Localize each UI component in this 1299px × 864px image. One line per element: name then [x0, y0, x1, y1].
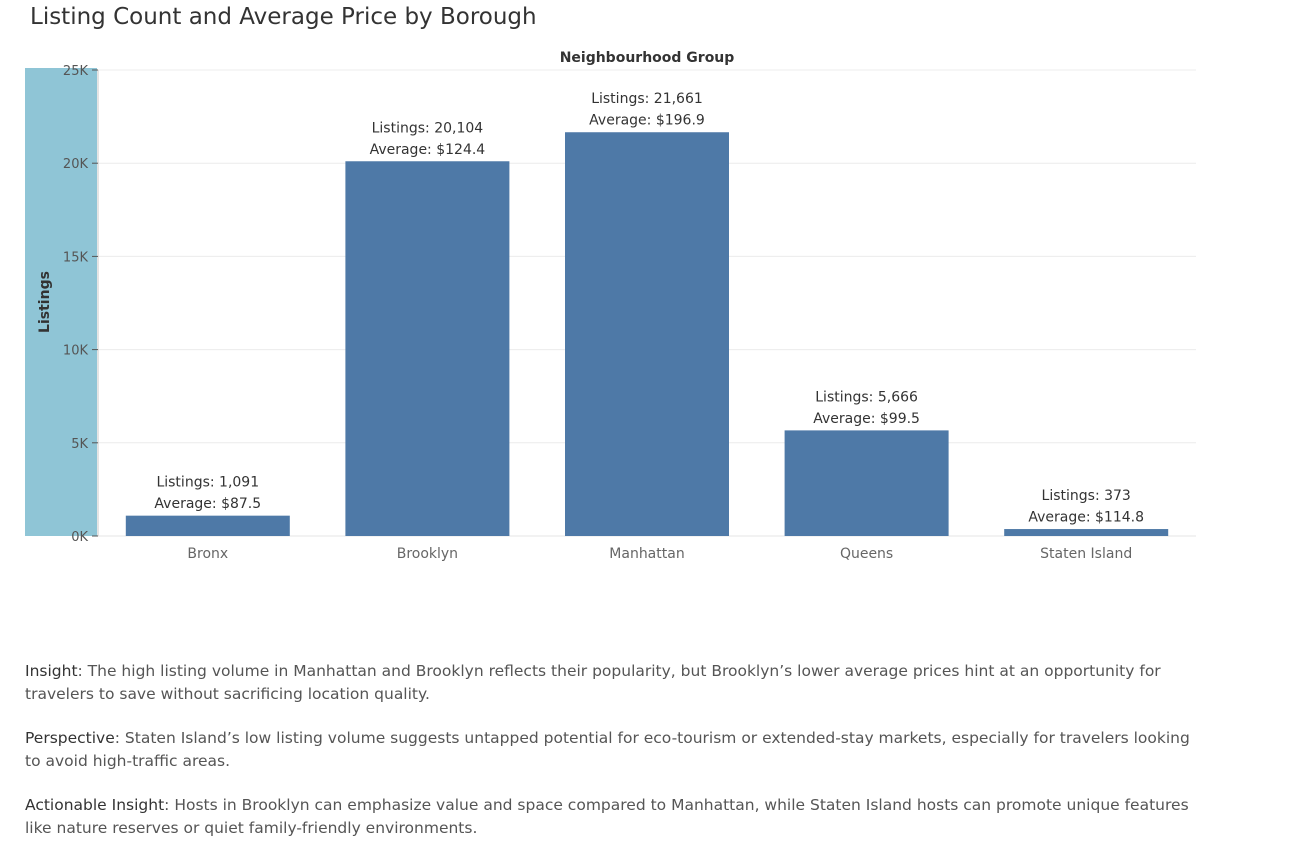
perspective-text: : Staten Island’s low listing volume sug…: [25, 729, 1190, 770]
perspective-label: Perspective: [25, 729, 115, 747]
insight-label: Insight: [25, 662, 78, 680]
x-tick-label: Queens: [840, 546, 893, 562]
data-label: Listings: 21,661: [591, 91, 703, 107]
insights-panel: Insight: The high listing volume in Manh…: [25, 660, 1205, 861]
data-label: Average: $124.4: [370, 142, 486, 158]
bar: [565, 132, 729, 536]
y-tick-label: 25K: [63, 64, 89, 79]
data-label: Average: $99.5: [813, 411, 920, 427]
data-label: Average: $114.8: [1028, 510, 1144, 526]
bar: [1004, 529, 1169, 536]
actionable-insight-text: : Hosts in Brooklyn can emphasize value …: [25, 796, 1189, 837]
insight-paragraph: Insight: The high listing volume in Manh…: [25, 660, 1205, 705]
bar: [125, 515, 290, 536]
y-axis-ticks: 0K 5K 10K 15K 20K 25K: [63, 64, 98, 545]
chart-title: Listing Count and Average Price by Borou…: [30, 4, 537, 30]
bar-labels: Listings: 1,091 Average: $87.5 Listings: 2…: [154, 91, 1144, 525]
actionable-insight-paragraph: Actionable Insight: Hosts in Brooklyn ca…: [25, 794, 1205, 839]
column-header: Neighbourhood Group: [560, 50, 735, 66]
x-tick-label: Staten Island: [1040, 546, 1132, 562]
y-tick-label: 5K: [71, 437, 88, 452]
bars: [125, 132, 1169, 536]
x-tick-label: Bronx: [187, 546, 228, 562]
data-label: Average: $87.5: [154, 496, 261, 512]
y-tick-label: 10K: [63, 344, 89, 359]
data-label: Listings: 1,091: [156, 475, 259, 491]
x-tick-label: Brooklyn: [397, 546, 458, 562]
x-axis-ticks: Bronx Brooklyn Manhattan Queens Staten Islan…: [187, 546, 1132, 562]
bar-chart: Listings: 1,091 Average: $87.5 Listings: 2…: [25, 50, 1196, 562]
data-label: Listings: 20,104: [372, 120, 484, 136]
insight-text: : The high listing volume in Manhattan a…: [25, 662, 1161, 703]
bar: [784, 430, 949, 536]
data-label: Listings: 5,666: [815, 389, 918, 405]
x-tick-label: Manhattan: [609, 546, 684, 562]
y-tick-label: 0K: [71, 530, 88, 545]
perspective-paragraph: Perspective: Staten Island’s low listing…: [25, 727, 1205, 772]
y-tick-label: 15K: [63, 250, 89, 265]
data-label: Average: $196.9: [589, 113, 705, 129]
y-tick-label: 20K: [63, 157, 89, 172]
y-axis-label: Listings: [37, 271, 53, 333]
y-axis-band: [25, 68, 97, 536]
data-label: Listings: 373: [1042, 488, 1131, 504]
actionable-insight-label: Actionable Insight: [25, 796, 165, 814]
bar: [345, 161, 510, 536]
